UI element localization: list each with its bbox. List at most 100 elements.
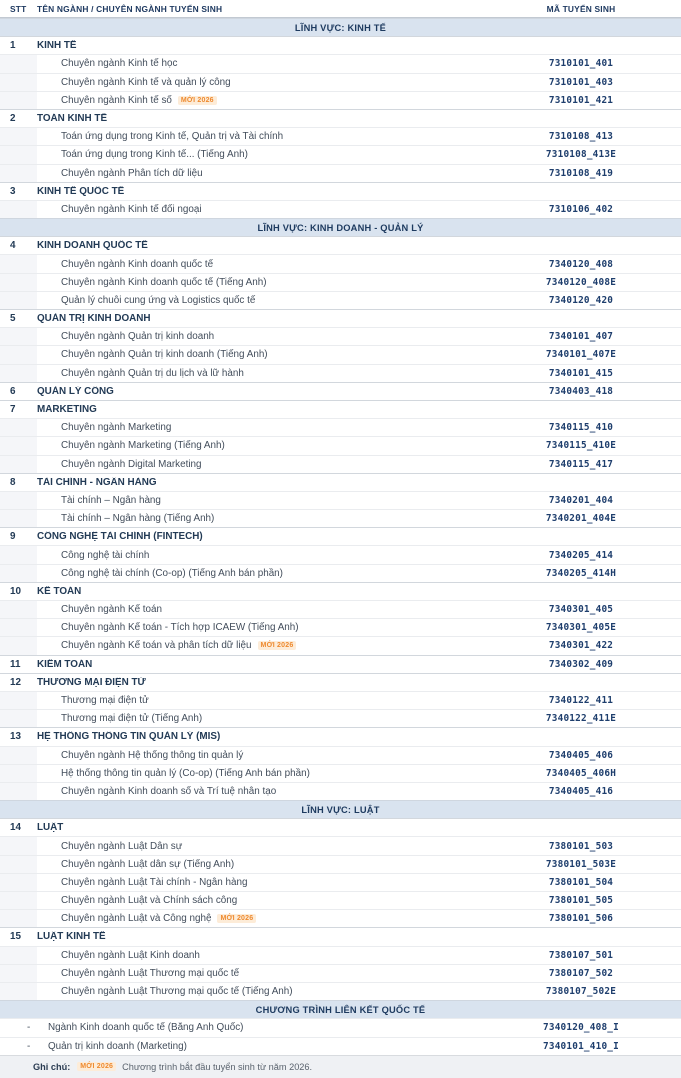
program-name-cell: CÔNG NGHỆ TÀI CHÍNH (FINTECH): [37, 531, 481, 542]
stt-cell: [0, 419, 37, 437]
admission-code: 7340405_416: [548, 785, 614, 797]
program-row: Chuyên ngành Marketing 7340115_410: [0, 418, 681, 437]
program-name-cell: Chuyên ngành Digital Marketing: [37, 459, 481, 470]
program-name-cell: TOÁN KINH TẾ: [37, 113, 481, 124]
program-name: Thương mại điện tử (Tiếng Anh): [61, 713, 203, 725]
program-name-cell: Chuyên ngành Kinh doanh quốc tế: [37, 259, 481, 270]
program-name: QUẢN TRỊ KINH DOANH: [37, 313, 151, 325]
stt-cell: [0, 273, 37, 291]
program-name-cell: HỆ THỐNG THÔNG TIN QUẢN LÝ (MIS): [37, 731, 481, 742]
major-row: 9 CÔNG NGHỆ TÀI CHÍNH (FINTECH): [0, 527, 681, 545]
program-name: KẾ TOÁN: [37, 585, 82, 597]
section-title: LĨNH VỰC: KINH DOANH - QUẢN LÝ: [257, 222, 424, 233]
program-name-cell: Quản lý chuỗi cung ứng và Logistics quốc…: [37, 295, 481, 306]
program-name: Chuyên ngành Luật và Chính sách công: [61, 895, 238, 907]
program-name: Chuyên ngành Kế toán và phân tích dữ liệ…: [61, 640, 252, 652]
admission-code: 7340101_407: [548, 331, 614, 343]
stt-cell: 7: [10, 404, 16, 416]
program-name-cell: Tài chính – Ngân hàng (Tiếng Anh): [37, 513, 481, 524]
program-row: Chuyên ngành Hệ thống thông tin quản lý 7…: [0, 745, 681, 764]
admission-code: 7380101_505: [548, 895, 614, 907]
stt-cell: [0, 510, 37, 528]
program-name: Tài chính – Ngân hàng (Tiếng Anh): [61, 513, 215, 525]
program-row: Chuyên ngành Kinh doanh quốc tế (Tiếng A…: [0, 272, 681, 291]
admission-code: 7310108_413: [548, 131, 614, 143]
stt-cell: [0, 601, 37, 619]
program-name: Chuyên ngành Kinh tế và quản lý công: [61, 76, 231, 88]
admission-code: 7380107_502E: [545, 986, 617, 998]
program-row: Công nghệ tài chính (Co-op) (Tiếng Anh b…: [0, 563, 681, 582]
program-row: Chuyên ngành Luật Kinh doanh 7380107_501: [0, 945, 681, 964]
program-name: Chuyên ngành Luật Thương mại quốc tế (Ti…: [61, 986, 293, 998]
stt-cell: -: [27, 1022, 31, 1034]
program-row: Quản lý chuỗi cung ứng và Logistics quốc…: [0, 290, 681, 309]
program-name: Chuyên ngành Quản trị kinh doanh (Tiếng …: [61, 349, 268, 361]
admission-code: 7340205_414H: [545, 567, 617, 579]
major-row: 1 KINH TẾ: [0, 36, 681, 54]
program-row: Chuyên ngành Luật dân sự (Tiếng Anh) 7380…: [0, 854, 681, 873]
stt-cell: [0, 892, 37, 910]
admission-code: 7340115_410E: [545, 440, 617, 452]
program-row: Thương mại điện tử 7340122_411: [0, 690, 681, 710]
program-name: Chuyên ngành Quản trị kinh doanh: [61, 331, 215, 343]
stt-cell: [0, 946, 37, 964]
major-row: 3 KINH TẾ QUỐC TẾ: [0, 181, 681, 200]
admission-code: 7380101_503: [548, 840, 614, 852]
stt-cell: [0, 146, 37, 164]
program-name-cell: Chuyên ngành Kế toán và phân tích dữ liệ…: [37, 640, 481, 651]
admission-code: 7310106_402: [548, 203, 614, 215]
program-name-cell: Chuyên ngành Kinh tế và quản lý công: [37, 77, 481, 88]
program-name: Chuyên ngành Luật dân sự (Tiếng Anh): [61, 858, 235, 870]
program-row: Chuyên ngành Quản trị kinh doanh (Tiếng …: [0, 345, 681, 364]
program-name-cell: Chuyên ngành Luật và Công nghệ MỚI 2026: [37, 913, 481, 924]
stt-cell: [0, 619, 37, 637]
admission-code: 7340101_415: [548, 367, 614, 379]
admission-code: 7340115_417: [548, 458, 614, 470]
program-name-cell: Chuyên ngành Hệ thống thông tin quản lý: [37, 750, 481, 761]
program-name-cell: Chuyên ngành Luật và Chính sách công: [37, 895, 481, 906]
program-row: Toán ứng dụng trong Kinh tế, Quản trị và…: [0, 127, 681, 146]
admission-code: 7340201_404: [548, 494, 614, 506]
program-name: Công nghệ tài chính (Co-op) (Tiếng Anh b…: [61, 567, 283, 579]
program-row: Chuyên ngành Kinh tế học 7310101_401: [0, 54, 681, 73]
program-name-cell: QUẢN TRỊ KINH DOANH: [37, 313, 481, 324]
program-name: Toán ứng dụng trong Kinh tế, Quản trị và…: [61, 131, 284, 143]
program-name: MARKETING: [37, 404, 97, 416]
new-2026-badge: MỚI 2026: [217, 914, 257, 924]
program-name: KINH TẾ: [37, 40, 77, 52]
program-name-cell: Thương mại điện tử: [37, 695, 481, 706]
admission-code: 7340101_407E: [545, 349, 617, 361]
stt-cell: 9: [10, 531, 16, 543]
admission-code: 7340301_422: [548, 640, 614, 652]
program-row: - Ngành Kinh doanh quốc tế (Bằng Anh Quốc…: [0, 1018, 681, 1036]
admission-code: 7340201_404E: [545, 513, 617, 525]
stt-cell: [0, 328, 37, 346]
program-name: LUẬT: [37, 822, 64, 834]
stt-cell: 14: [10, 822, 21, 834]
admission-code: 7310101_421: [548, 94, 614, 106]
table-header-row: STT TÊN NGÀNH / CHUYÊN NGÀNH TUYỂN SINH …: [0, 0, 681, 18]
program-name-cell: Thương mại điện tử (Tiếng Anh): [37, 713, 481, 724]
program-row: Tài chính – Ngân hàng 7340201_404: [0, 490, 681, 510]
section-title: LĨNH VỰC: LUẬT: [301, 804, 380, 815]
stt-cell: [0, 855, 37, 873]
admission-code: 7340205_414: [548, 549, 614, 561]
section-header-row: LĨNH VỰC: KINH TẾ: [0, 18, 681, 37]
program-row: Hệ thống thông tin quản lý (Co-op) (Tiến…: [0, 763, 681, 782]
program-name: Công nghệ tài chính: [61, 549, 150, 561]
program-name-cell: MARKETING: [37, 404, 481, 415]
stt-cell: [0, 764, 37, 782]
stt-cell: 6: [10, 385, 16, 397]
admission-code: 7340115_410: [548, 422, 614, 434]
program-row: Chuyên ngành Quản trị du lịch và lữ hành…: [0, 363, 681, 382]
stt-cell: 1: [10, 40, 16, 52]
stt-cell: [0, 455, 37, 473]
program-row: Chuyên ngành Kinh tế số MỚI 2026 7310101_4…: [0, 90, 681, 109]
program-row: Chuyên ngành Kế toán 7340301_405: [0, 600, 681, 619]
admission-code: 7340122_411E: [545, 713, 617, 725]
program-name-cell: Công nghệ tài chính: [37, 550, 481, 561]
stt-cell: 12: [10, 676, 21, 688]
footnote-label: Ghi chú:: [33, 1061, 71, 1072]
program-name-cell: Chuyên ngành Luật Thương mại quốc tế: [37, 968, 481, 979]
admission-code: 7340301_405: [548, 604, 614, 616]
